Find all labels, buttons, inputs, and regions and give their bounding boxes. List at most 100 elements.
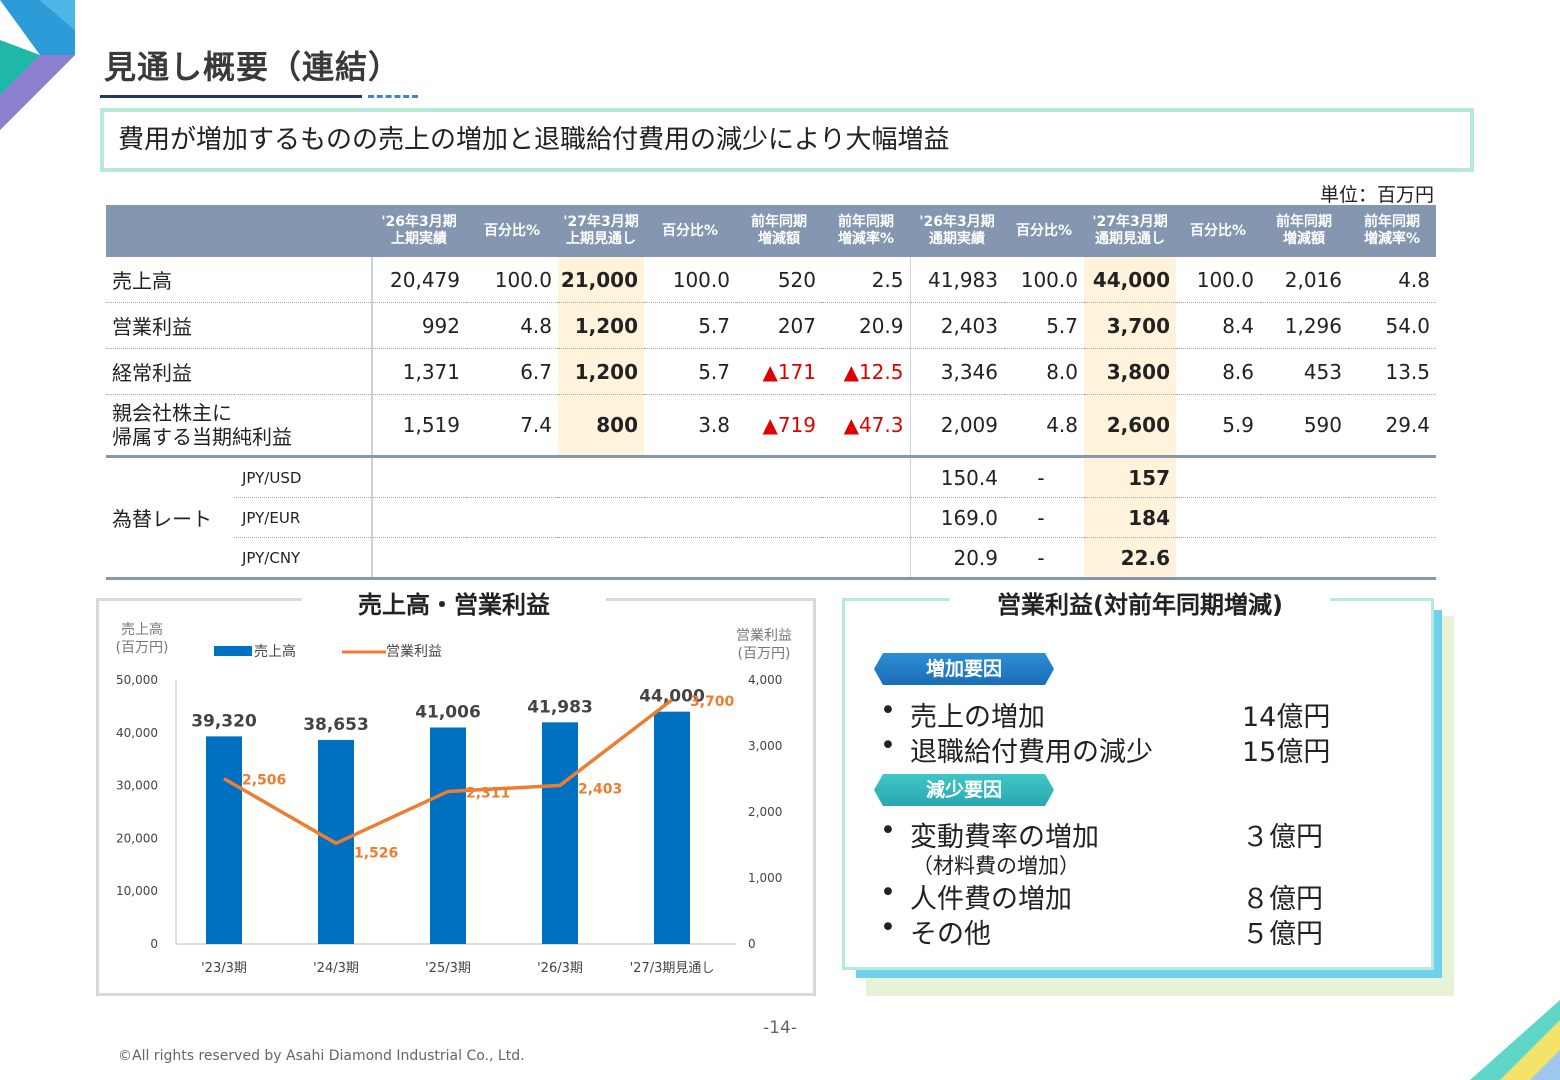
row-label: 売上高: [106, 257, 372, 303]
header-cell: '27年3月期 上期見通し: [558, 205, 644, 257]
sales-profit-chart: 50,000 40,000 30,000 20,000 10,000 0 4,000 3,00…: [116, 621, 792, 976]
cell: 5.7: [644, 348, 736, 395]
fx-forecast: 22.6: [1084, 537, 1176, 580]
line-profit: [223, 698, 674, 846]
bar-label-sales: 41,006: [415, 702, 481, 722]
header-cell: '26年3月期 通期実績: [910, 205, 1004, 257]
cell: 41,983: [909, 257, 1004, 303]
factor-value: 14億円: [1242, 702, 1331, 733]
factor-label: 人件費の増加: [910, 884, 1072, 915]
legend-swatch-sales: [214, 646, 252, 656]
cell: 1,519: [371, 394, 466, 457]
y-tick-right: 3,000: [748, 739, 782, 753]
y-axis-title-right: 営業利益: [736, 628, 792, 644]
cell: 5.7: [644, 302, 736, 349]
y-tick-left: 20,000: [116, 831, 158, 845]
cell: 3,346: [909, 348, 1004, 395]
fx-actual: 150.4: [909, 455, 1004, 498]
title-underline: [100, 95, 362, 98]
cell: 100.0: [1004, 257, 1084, 303]
bar-sales: [654, 711, 690, 944]
bar-label-sales: 39,320: [191, 711, 257, 731]
factor-bullet: •: [880, 877, 896, 908]
cell: 54.0: [1348, 302, 1436, 349]
y-axis-title-right: (百万円): [738, 646, 791, 662]
y-tick-left: 50,000: [116, 673, 158, 687]
table-row: 親会社株主に 帰属する当期純利益 1,519 7.4 800 3.8 ▲719 ▲…: [106, 394, 1436, 457]
cell: 1,200: [558, 348, 644, 395]
y-tick-left: 10,000: [116, 884, 158, 898]
table-row: 売上高 20,479 100.0 21,000 100.0 520 2.5 41…: [106, 257, 1436, 303]
cell: 207: [736, 302, 822, 349]
fx-blank: [371, 537, 910, 580]
company-logo: [0, 0, 75, 130]
fx-pair: JPY/EUR: [234, 497, 372, 538]
row-label: 親会社株主に 帰属する当期純利益: [106, 394, 372, 457]
header-cell: 前年同期 増減額: [736, 205, 822, 257]
cell: 2,600: [1084, 394, 1176, 457]
cell: 4.8: [466, 302, 558, 349]
cell: 2,016: [1260, 257, 1348, 303]
fx-actual: 20.9: [909, 537, 1004, 580]
increase-tag: 増加要因: [874, 653, 1054, 685]
cell: 13.5: [1348, 348, 1436, 395]
factor-value: ３億円: [1242, 822, 1323, 853]
fx-pct: -: [1004, 455, 1084, 498]
cell: ▲47.3: [822, 394, 910, 457]
header-cell: 前年同期 増減率%: [1348, 205, 1436, 257]
y-axis-title-left: (百万円): [116, 640, 169, 656]
fx-blank: [1176, 455, 1436, 498]
header-cell: 百分比%: [1004, 205, 1084, 257]
y-tick-left: 0: [150, 937, 158, 951]
bar-sales: [542, 722, 578, 944]
fx-label: 為替レート: [106, 455, 234, 580]
row-label: 営業利益: [106, 302, 372, 349]
cell: 29.4: [1348, 394, 1436, 457]
fx-pair: JPY/CNY: [234, 537, 372, 580]
cell: 44,000: [1084, 257, 1176, 303]
y-tick-right: 4,000: [748, 673, 782, 687]
point-label-profit: 2,311: [466, 785, 510, 801]
header-cell: 前年同期 増減率%: [822, 205, 910, 257]
fx-forecast: 157: [1084, 455, 1176, 498]
factor-label: その他: [910, 919, 991, 950]
forecast-table: '26年3月期 上期実績 百分比% '27年3月期 上期見通し 百分比% 前年同期増…: [106, 205, 1436, 580]
point-label-profit: 2,506: [242, 773, 286, 789]
factor-title: 営業利益(対前年同期増減): [950, 585, 1330, 620]
cell: 21,000: [558, 257, 644, 303]
cell: 3.8: [644, 394, 736, 457]
factor-bullet: •: [880, 730, 896, 761]
bar-label-sales: 44,000: [639, 687, 705, 707]
cell: 992: [371, 302, 466, 349]
y-tick-right: 0: [748, 937, 756, 951]
summary-box: 費用が増加するものの売上の増加と退職給付費用の減少により大幅増益: [100, 108, 1474, 172]
cell: 2,403: [909, 302, 1004, 349]
fx-blank: [371, 455, 910, 498]
header-cell: 百分比%: [466, 205, 558, 257]
cell: 1,371: [371, 348, 466, 395]
unit-label: 単位：百万円: [1319, 184, 1434, 206]
factor-bullet: •: [880, 695, 896, 726]
x-tick-label: '26/3期: [537, 961, 583, 976]
header-cell: 百分比%: [1176, 205, 1260, 257]
cell: 2.5: [822, 257, 910, 303]
cell: 6.7: [466, 348, 558, 395]
y-tick-right: 2,000: [748, 805, 782, 819]
bar-label-sales: 38,653: [303, 715, 369, 735]
factor-label: 変動費率の増加: [910, 822, 1099, 853]
legend-label-sales: 売上高: [254, 643, 296, 660]
header-cell: 前年同期 増減額: [1260, 205, 1348, 257]
fx-row: 為替レート JPY/USD 150.4 - 157: [106, 455, 1436, 580]
cell: 20.9: [822, 302, 910, 349]
table-row: 営業利益 992 4.8 1,200 5.7 207 20.9 2,403 5.…: [106, 302, 1436, 349]
cell: 590: [1260, 394, 1348, 457]
cell: 3,700: [1084, 302, 1176, 349]
header-blank: [106, 205, 372, 257]
fx-pct: -: [1004, 537, 1084, 580]
bar-label-sales: 41,983: [527, 697, 593, 717]
fx-blank: [371, 497, 910, 538]
point-label-profit: 3,700: [690, 694, 735, 710]
cell: 100.0: [466, 257, 558, 303]
fx-pct: -: [1004, 497, 1084, 538]
header-cell: 百分比%: [644, 205, 736, 257]
